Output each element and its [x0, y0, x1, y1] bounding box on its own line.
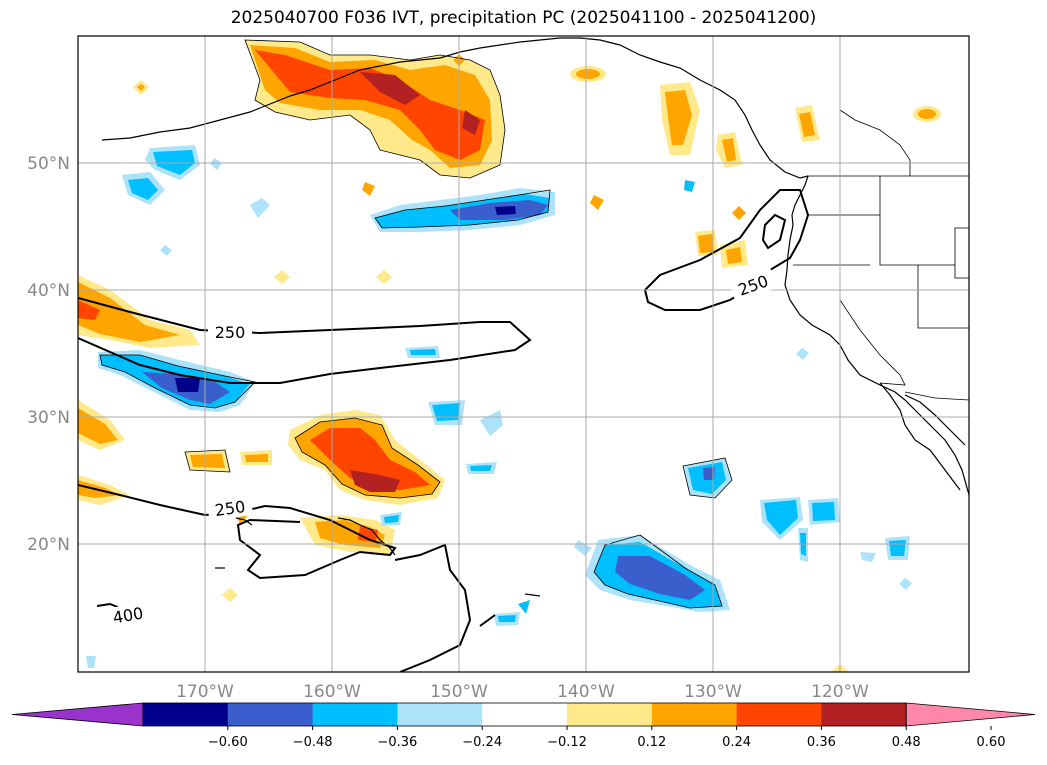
colorbar-extend-max [905, 702, 1036, 727]
colorbar-tick-label: −0.36 [377, 735, 417, 750]
colorbar-tick-label: 0.24 [722, 735, 751, 750]
map-background [78, 36, 969, 672]
anomaly-outlines [99, 39, 733, 609]
map-title: 2025040700 F036 IVT, precipitation PC (2… [230, 8, 817, 28]
colorbar-segment [567, 703, 653, 726]
colorbar-tick-label: 0.12 [637, 735, 666, 750]
map-frame [77, 35, 970, 673]
colorbar-tick-label: 0.36 [807, 735, 836, 750]
colorbar-tick-label: −0.24 [462, 735, 502, 750]
lat-labels: 50°N 40°N 30°N 20°N [27, 154, 70, 555]
colorbar-segment [143, 703, 229, 726]
colorbar-tick-label: −0.48 [293, 735, 333, 750]
colorbar-extend-min [11, 702, 144, 727]
lat-label-50n: 50°N [27, 154, 70, 174]
lon-label-140w: 140°W [557, 682, 615, 702]
colorbar-segment [736, 703, 822, 726]
lat-label-40n: 40°N [27, 281, 70, 301]
colorbar-tick-label: −0.12 [547, 735, 587, 750]
lon-label-160w: 160°W [303, 682, 361, 702]
lon-labels: 170°W 160°W 150°W 140°W 130°W 120°W [176, 682, 869, 702]
gridlines [78, 36, 969, 672]
colorbar-tick-label: −0.60 [208, 735, 248, 750]
lon-label-170w: 170°W [176, 682, 234, 702]
colorbar-segment [821, 703, 907, 726]
lat-label-20n: 20°N [27, 535, 70, 555]
colorbar-outline [142, 702, 907, 727]
colorbar-segment [482, 703, 568, 726]
lon-label-120w: 120°W [811, 682, 869, 702]
colorbar-tick-label: 0.60 [977, 735, 1006, 750]
colorbar: −0.60 −0.48 −0.36 −0.24 −0.12 0.12 0.24 0.36 0.4… [11, 702, 1036, 750]
colorbar-segment [651, 703, 738, 726]
contour-label-250-c: 250 [214, 497, 247, 520]
colorbar-segment [312, 703, 398, 726]
lon-label-130w: 130°W [684, 682, 742, 702]
colorbar-tick-label: 0.48 [892, 735, 921, 750]
colorbar-segment [397, 703, 483, 726]
colorbar-segment [227, 703, 314, 726]
coastlines [101, 37, 969, 597]
contour-label-250-a: 250 [215, 323, 246, 342]
map-content [78, 36, 969, 672]
precip-anomaly-fill [78, 40, 941, 672]
contour-labels: 250 250 250 400 [104, 267, 778, 629]
lat-label-30n: 30°N [27, 408, 70, 428]
lon-label-150w: 150°W [430, 682, 488, 702]
